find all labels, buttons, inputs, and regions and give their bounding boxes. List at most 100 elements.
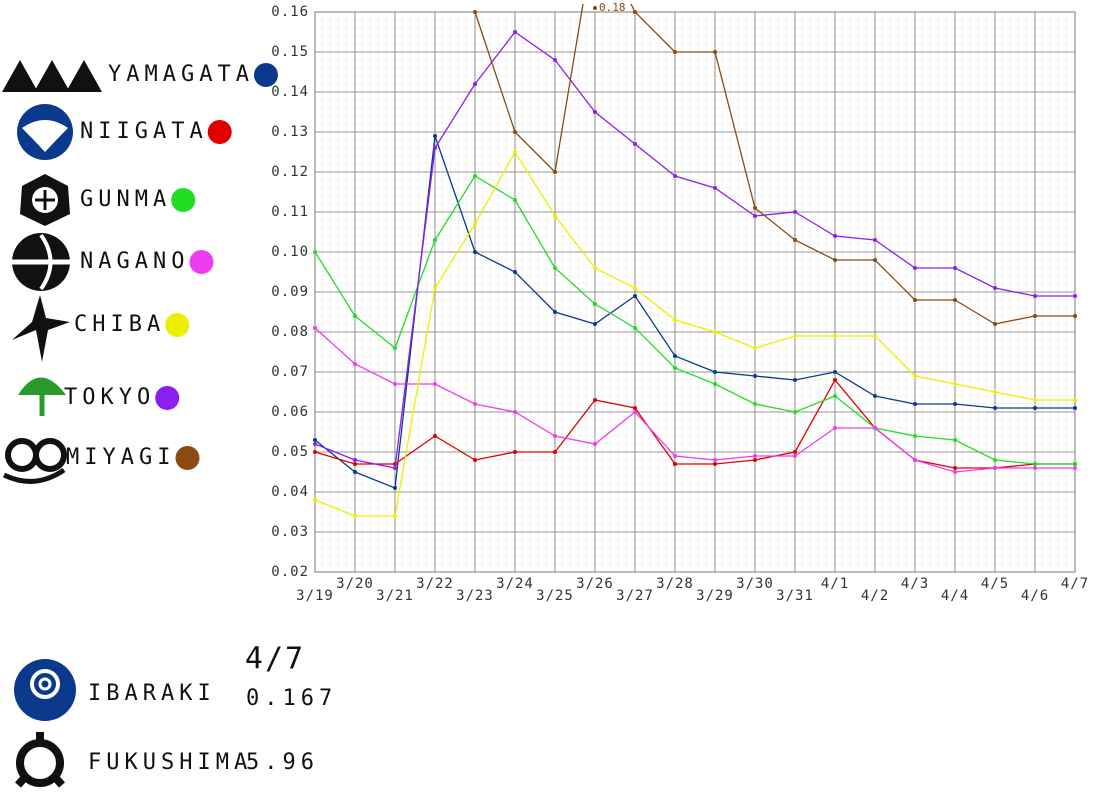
point: [793, 334, 797, 338]
point: [593, 398, 597, 402]
legend-swatch: [207, 120, 232, 144]
x-tick-label: 3/25: [536, 588, 574, 604]
point: [753, 374, 757, 378]
point: [833, 258, 837, 262]
x-tick-label: 3/24: [496, 576, 534, 592]
x-tick-label: 3/23: [456, 588, 494, 604]
point: [873, 258, 877, 262]
point: [953, 266, 957, 270]
legend-swatch: [175, 446, 200, 470]
point: [593, 322, 597, 326]
point: [553, 214, 557, 218]
x-tick-label: 3/26: [576, 576, 614, 592]
point: [913, 266, 917, 270]
point: [1073, 466, 1077, 470]
point: [553, 266, 557, 270]
series-line: [314, 175, 1075, 465]
legend-label: NAGANO: [80, 249, 189, 274]
x-tick-label: 3/27: [616, 588, 654, 604]
point: [993, 322, 997, 326]
point: [753, 214, 757, 218]
y-tick-label: 0.06: [271, 404, 309, 420]
point: [993, 390, 997, 394]
point: [793, 238, 797, 242]
point: [1073, 314, 1077, 318]
x-tick-label: 3/19: [296, 588, 334, 604]
point: [433, 146, 437, 150]
legend-swatch: [165, 313, 190, 337]
point: [513, 270, 517, 274]
point: [1073, 294, 1077, 298]
point: [553, 434, 557, 438]
point: [393, 486, 397, 490]
point: [673, 354, 677, 358]
point: [1033, 314, 1037, 318]
point: [313, 450, 317, 454]
point: [1033, 406, 1037, 410]
point: [793, 210, 797, 214]
y-tick-label: 0.12: [271, 164, 309, 180]
point: [833, 394, 837, 398]
point: [313, 442, 317, 446]
point: [793, 378, 797, 382]
point: [713, 458, 717, 462]
point: [633, 410, 637, 414]
point: [393, 382, 397, 386]
point: [993, 406, 997, 410]
point: [633, 286, 637, 290]
point: [313, 438, 317, 442]
y-tick-label: 0.07: [271, 364, 309, 380]
point: [913, 458, 917, 462]
x-tick-label: 4/4: [941, 588, 969, 604]
point: [913, 374, 917, 378]
series-line: [314, 150, 1075, 517]
legend-swatch: [155, 386, 180, 410]
point: [953, 298, 957, 302]
point: [593, 266, 597, 270]
point: [713, 382, 717, 386]
point: [833, 426, 837, 430]
legend-swatch: [171, 188, 196, 212]
y-tick-label: 0.03: [271, 524, 309, 540]
point: [553, 58, 557, 62]
point: [753, 206, 757, 210]
point: [553, 450, 557, 454]
point: [753, 402, 757, 406]
x-tick-label: 4/1: [821, 576, 849, 592]
y-tick-label: 0.08: [271, 324, 309, 340]
point: [313, 498, 317, 502]
note-value: 5.96: [246, 750, 319, 775]
point: [513, 130, 517, 134]
point: [513, 30, 517, 34]
point: [673, 454, 677, 458]
point: [593, 302, 597, 306]
note-date: 4/7: [245, 642, 305, 677]
point: [473, 82, 477, 86]
point: [393, 466, 397, 470]
point: [713, 330, 717, 334]
point: [433, 286, 437, 290]
point: [833, 234, 837, 238]
point: [433, 134, 437, 138]
point: [473, 458, 477, 462]
point: [633, 326, 637, 330]
point: [713, 50, 717, 54]
x-tick-label: 3/22: [416, 576, 454, 592]
off-scale-label: 0.18: [599, 1, 626, 14]
point: [473, 174, 477, 178]
point: [793, 410, 797, 414]
point: [953, 466, 957, 470]
point: [633, 10, 637, 14]
y-tick-label: 0.15: [271, 44, 309, 60]
point: [1033, 398, 1037, 402]
point: [753, 346, 757, 350]
series-line: [474, 4, 1075, 325]
point: [633, 142, 637, 146]
point: [433, 382, 437, 386]
point: [313, 326, 317, 330]
point: [993, 286, 997, 290]
legend-label: GUNMA: [80, 187, 171, 212]
legend-swatch: [253, 63, 278, 87]
point: [713, 462, 717, 466]
y-tick-label: 0.05: [271, 444, 309, 460]
